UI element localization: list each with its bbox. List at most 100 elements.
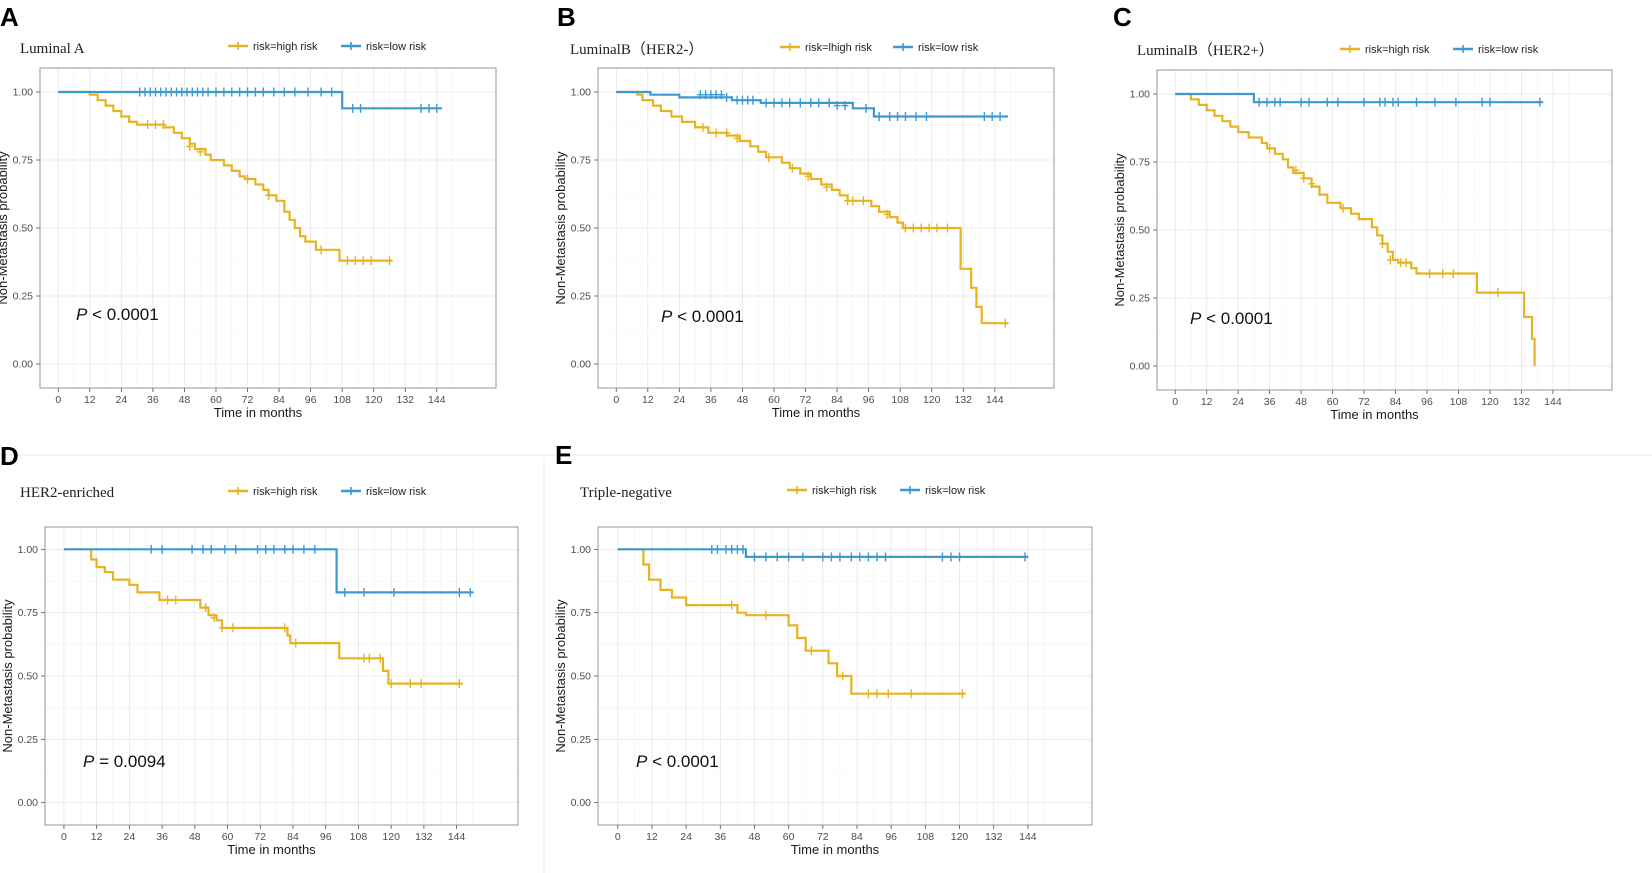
censor-mark bbox=[925, 223, 933, 233]
censor-mark bbox=[819, 552, 827, 562]
censor-mark bbox=[1339, 203, 1347, 213]
censor-mark bbox=[907, 689, 915, 699]
censor-mark bbox=[1536, 97, 1544, 107]
censor-mark bbox=[232, 544, 240, 554]
censor-mark bbox=[947, 552, 955, 562]
x-tick-label: 72 bbox=[1358, 396, 1370, 408]
x-tick-label: 60 bbox=[210, 394, 222, 406]
censor-mark bbox=[1276, 97, 1284, 107]
legend-key-high-risk bbox=[228, 42, 248, 50]
censor-mark bbox=[289, 544, 297, 554]
censor-mark bbox=[1486, 97, 1494, 107]
legend: risk=high risk risk=low risk bbox=[1340, 44, 1539, 56]
censor-mark bbox=[186, 141, 194, 151]
x-tick-label: 24 bbox=[115, 394, 127, 406]
censor-mark bbox=[1413, 97, 1421, 107]
censor-mark bbox=[909, 223, 917, 233]
p-value: P < 0.0001 bbox=[636, 752, 719, 771]
x-axis-title: Time in months bbox=[791, 842, 880, 857]
x-tick-label: 12 bbox=[1201, 396, 1213, 408]
y-tick-label: 0.75 bbox=[571, 155, 592, 167]
censor-mark bbox=[1297, 97, 1305, 107]
y-axis: 0.00 0.25 0.50 0.75 1.00 bbox=[1130, 89, 1157, 373]
panel-e: E Triple-negative risk=high risk risk=low r… bbox=[553, 440, 1093, 857]
x-tick-label: 108 bbox=[333, 394, 351, 406]
y-tick-label: 0.50 bbox=[1130, 225, 1151, 237]
y-tick-label: 1.00 bbox=[13, 87, 34, 99]
censor-mark bbox=[281, 623, 289, 633]
censor-mark bbox=[1494, 288, 1502, 298]
x-tick-label: 72 bbox=[254, 831, 266, 843]
censor-mark bbox=[980, 111, 988, 121]
censor-mark bbox=[387, 679, 395, 689]
censor-mark bbox=[825, 98, 833, 108]
y-axis-title: Non-Metastasis probability bbox=[553, 151, 568, 305]
legend-label: risk=high risk bbox=[253, 41, 318, 53]
censor-mark bbox=[1305, 97, 1313, 107]
censor-mark bbox=[1478, 97, 1486, 107]
x-tick-label: 96 bbox=[863, 394, 875, 406]
y-axis-title: Non-Metastasis probability bbox=[0, 151, 10, 305]
x-tick-label: 132 bbox=[397, 394, 415, 406]
p-value: P < 0.0001 bbox=[1190, 309, 1273, 328]
censor-mark bbox=[341, 587, 349, 597]
x-tick-label: 60 bbox=[222, 831, 234, 843]
censor-mark bbox=[728, 600, 736, 610]
censor-mark bbox=[1334, 97, 1342, 107]
censor-mark bbox=[317, 87, 325, 97]
y-tick-label: 0.00 bbox=[13, 359, 34, 371]
censor-mark bbox=[1431, 97, 1439, 107]
y-tick-label: 0.00 bbox=[571, 797, 592, 809]
censor-mark bbox=[251, 87, 259, 97]
legend-label: risk=low risk bbox=[925, 485, 986, 497]
chart-title: LuminalB（HER2-） bbox=[570, 41, 703, 58]
x-tick-label: 84 bbox=[831, 394, 843, 406]
x-tick-label: 84 bbox=[851, 831, 863, 843]
y-tick-label: 0.25 bbox=[571, 734, 592, 746]
censor-mark bbox=[894, 111, 902, 121]
censor-mark bbox=[1386, 255, 1394, 265]
censor-mark bbox=[799, 552, 807, 562]
km-curve bbox=[617, 548, 966, 695]
censor-mark bbox=[455, 679, 463, 689]
km-curve bbox=[58, 90, 393, 262]
x-axis-title: Time in months bbox=[214, 405, 303, 420]
gridlines bbox=[598, 68, 1054, 388]
y-axis-title: Non-Metastasis probability bbox=[0, 599, 15, 753]
y-tick-label: 0.50 bbox=[571, 671, 592, 683]
chart-title: Triple-negative bbox=[580, 485, 672, 501]
censor-mark bbox=[270, 544, 278, 554]
censor-mark bbox=[762, 610, 770, 620]
x-tick-label: 120 bbox=[382, 831, 400, 843]
censor-mark bbox=[1394, 97, 1402, 107]
legend: risk=high risk risk=low risk bbox=[228, 41, 427, 53]
x-tick-label: 84 bbox=[287, 831, 299, 843]
legend-label: risk=high risk bbox=[812, 485, 877, 497]
x-axis: 0 12 24 36 48 60 72 84 96 108 120 132 144 bbox=[61, 825, 466, 843]
censor-mark bbox=[466, 587, 474, 597]
legend-key-high-risk bbox=[780, 43, 800, 51]
y-tick-label: 1.00 bbox=[571, 544, 592, 556]
censor-mark bbox=[988, 111, 996, 121]
censor-mark bbox=[311, 544, 319, 554]
censor-mark bbox=[1300, 173, 1308, 183]
series-low-risk bbox=[58, 87, 443, 113]
censor-mark bbox=[836, 552, 844, 562]
legend-label: risk=high risk bbox=[1365, 44, 1430, 56]
y-tick-label: 0.00 bbox=[571, 359, 592, 371]
censor-mark bbox=[349, 103, 357, 113]
x-tick-label: 96 bbox=[885, 831, 897, 843]
x-tick-label: 108 bbox=[350, 831, 368, 843]
x-tick-label: 108 bbox=[1450, 396, 1468, 408]
series-high-risk bbox=[1175, 92, 1536, 366]
series-low-risk bbox=[616, 90, 1008, 121]
x-tick-label: 48 bbox=[749, 831, 761, 843]
y-tick-label: 0.00 bbox=[18, 797, 39, 809]
x-tick-label: 132 bbox=[415, 831, 433, 843]
p-value: P < 0.0001 bbox=[76, 305, 159, 324]
y-axis-title: Non-Metastasis probability bbox=[1112, 153, 1127, 307]
censor-mark bbox=[359, 256, 367, 266]
x-axis-title: Time in months bbox=[1330, 407, 1419, 422]
x-tick-label: 72 bbox=[800, 394, 812, 406]
